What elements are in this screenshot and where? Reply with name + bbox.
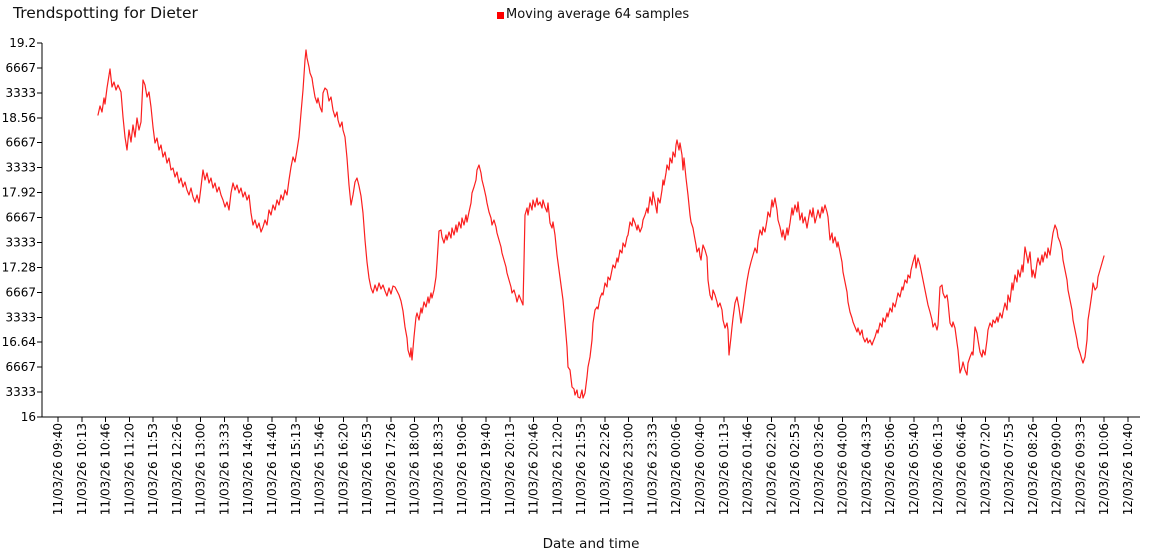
x-tick-label: 12/03/26 09:00	[1050, 423, 1064, 515]
x-tick-label: 12/03/26 01:46	[741, 423, 755, 515]
x-tick-label: 12/03/26 04:00	[836, 423, 850, 515]
y-tick-label: 3333	[5, 161, 36, 175]
x-tick-label: 12/03/26 03:26	[812, 423, 826, 515]
x-tick-label: 11/03/26 20:46	[527, 423, 541, 515]
y-tick-label: 6667	[5, 136, 36, 150]
x-tick-label: 11/03/26 11:53	[146, 423, 160, 515]
x-tick-label: 12/03/26 05:06	[883, 423, 897, 515]
x-tick-label: 11/03/26 10:46	[99, 423, 113, 515]
legend-label: Moving average 64 samples	[506, 7, 690, 22]
x-tick-label: 12/03/26 01:13	[717, 423, 731, 515]
y-tick-label: 3333	[5, 310, 36, 324]
x-tick-label: 12/03/26 07:20	[978, 423, 992, 515]
x-tick-label: 11/03/26 16:53	[360, 423, 374, 515]
x-tick-label: 12/03/26 02:53	[788, 423, 802, 515]
x-tick-label: 11/03/26 10:13	[75, 423, 89, 515]
x-tick-label: 12/03/26 00:40	[693, 423, 707, 515]
x-tick-label: 11/03/26 09:40	[51, 423, 65, 515]
x-tick-label: 11/03/26 13:33	[217, 423, 231, 515]
series-line-moving-average	[97, 49, 1105, 399]
y-tick-label: 17.92	[2, 186, 36, 200]
x-tick-label: 11/03/26 15:13	[289, 423, 303, 515]
x-axis-title: Date and time	[542, 536, 640, 552]
x-tick-label: 11/03/26 13:00	[194, 423, 208, 515]
x-tick-label: 11/03/26 15:46	[313, 423, 327, 515]
x-tick-label: 12/03/26 00:06	[669, 423, 683, 515]
x-tick-label: 11/03/26 23:33	[645, 423, 659, 515]
y-tick-label: 6667	[5, 285, 36, 299]
x-tick-label: 12/03/26 04:33	[859, 423, 873, 515]
x-tick-label: 11/03/26 12:26	[170, 423, 184, 515]
legend-marker-icon	[497, 11, 504, 19]
x-tick-label: 11/03/26 18:33	[431, 423, 445, 515]
y-tick-label: 3333	[5, 385, 36, 399]
y-tick-label: 6667	[5, 61, 36, 75]
y-tick-label: 18.56	[2, 111, 36, 125]
x-tick-label: 11/03/26 14:06	[241, 423, 255, 515]
x-tick-label: 11/03/26 19:06	[455, 423, 469, 515]
x-tick-label: 12/03/26 10:06	[1097, 423, 1111, 515]
x-tick-label: 11/03/26 19:40	[479, 423, 493, 515]
x-tick-label: 11/03/26 17:26	[384, 423, 398, 515]
y-tick-label: 16.64	[2, 335, 36, 349]
x-tick-label: 12/03/26 02:20	[764, 423, 778, 515]
x-tick-label: 12/03/26 09:33	[1073, 423, 1087, 515]
x-tick-label: 11/03/26 16:20	[336, 423, 350, 515]
y-tick-label: 19.2	[9, 36, 36, 50]
x-tick-label: 12/03/26 06:46	[955, 423, 969, 515]
x-tick-label: 11/03/26 23:00	[622, 423, 636, 515]
x-tick-label: 12/03/26 05:40	[907, 423, 921, 515]
x-tick-label: 11/03/26 20:13	[503, 423, 517, 515]
legend: Moving average 64 samples	[497, 7, 689, 22]
chart-title: Trendspotting for Dieter	[13, 4, 198, 22]
x-tick-label: 12/03/26 06:13	[931, 423, 945, 515]
x-tick-label: 11/03/26 11:20	[122, 423, 136, 515]
x-tick-label: 12/03/26 07:53	[1002, 423, 1016, 515]
y-tick-label: 6667	[5, 360, 36, 374]
y-tick-label: 17.28	[2, 260, 36, 274]
y-tick-label: 6667	[5, 211, 36, 225]
x-tick-label: 11/03/26 21:53	[574, 423, 588, 515]
x-tick-label: 11/03/26 22:26	[598, 423, 612, 515]
x-tick-label: 12/03/26 10:40	[1121, 423, 1135, 515]
x-tick-label: 11/03/26 18:00	[408, 423, 422, 515]
x-tick-label: 12/03/26 08:26	[1026, 423, 1040, 515]
y-tick-label: 16	[21, 410, 36, 424]
x-tick-label: 11/03/26 21:20	[550, 423, 564, 515]
y-tick-label: 3333	[5, 235, 36, 249]
x-tick-label: 11/03/26 14:40	[265, 423, 279, 515]
y-tick-label: 3333	[5, 86, 36, 100]
